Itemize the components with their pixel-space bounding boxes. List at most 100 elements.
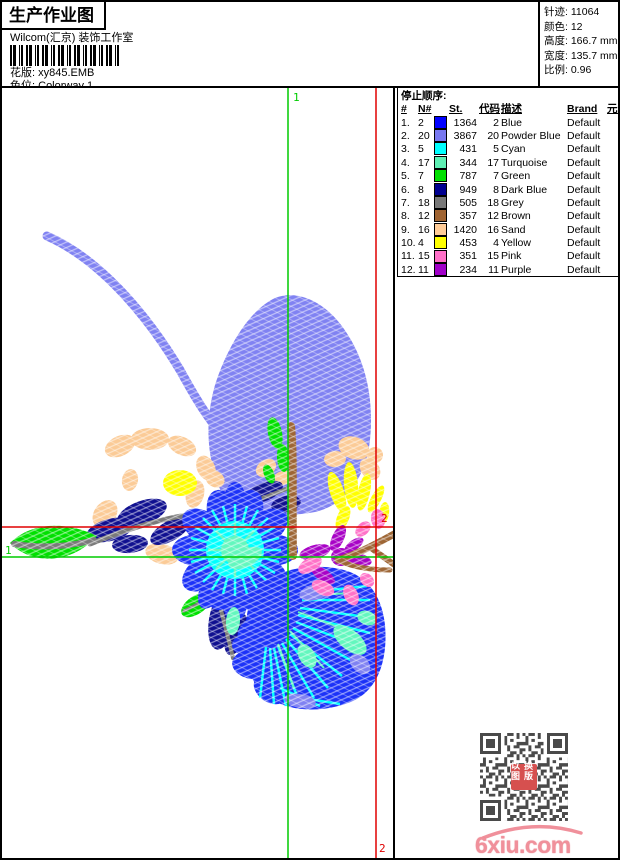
row-description: Dark Blue <box>501 183 548 196</box>
row-stitches: 787 <box>459 170 477 183</box>
row-index: 12. <box>401 263 416 276</box>
guide-label-green-left: 1 <box>5 544 12 557</box>
row-code: 18 <box>487 196 499 209</box>
red-stamp: 以图 换版 <box>511 760 537 790</box>
row-index: 5. <box>401 170 410 183</box>
row-description: Grey <box>501 196 524 209</box>
row-code: 5 <box>493 143 499 156</box>
row-swatch <box>434 182 449 198</box>
row-brand: Default <box>567 156 601 169</box>
guide-label-red-right: 2 <box>381 512 388 525</box>
row-index: 2. <box>401 129 410 142</box>
row-brand: Default <box>567 250 601 263</box>
table-caption: 停止顺序: <box>401 90 447 102</box>
row-code: 7 <box>493 170 499 183</box>
stats-box: 针迹: 11064 颜色: 12 高度: 166.7 mm 宽度: 135.7 … <box>538 2 618 86</box>
row-stitches: 431 <box>459 143 477 156</box>
row-swatch <box>434 169 449 184</box>
row-index: 8. <box>401 210 410 223</box>
row-description: Yellow <box>501 237 531 250</box>
color-swatch <box>434 182 447 196</box>
stamp-line-2: 换版 <box>524 760 534 781</box>
row-index: 11. <box>401 250 415 263</box>
row-needle: 16 <box>418 223 430 236</box>
design-area: 1 1 2 2 <box>2 88 395 858</box>
qr-code <box>480 733 568 821</box>
color-swatch <box>434 222 447 236</box>
row-code: 4 <box>493 237 499 250</box>
header: 生产作业图 Wilcom(汇京) 装饰工作室 花版: xy845.EMB 色位:… <box>2 2 618 92</box>
row-swatch <box>434 142 449 157</box>
row-index: 6. <box>401 183 410 196</box>
color-swatch <box>434 236 447 250</box>
header-left: 生产作业图 Wilcom(汇京) 装饰工作室 花版: xy845.EMB 色位:… <box>2 2 538 92</box>
row-code: 17 <box>487 156 499 169</box>
row-swatch <box>434 209 449 224</box>
row-index: 4. <box>401 156 410 169</box>
col-header-element: 元素 <box>607 103 618 116</box>
row-description: Pink <box>501 250 522 263</box>
row-needle: 4 <box>418 237 424 250</box>
page-title: 生产作业图 <box>2 2 106 30</box>
row-code: 16 <box>487 223 499 236</box>
guide-lines: 1 1 2 2 <box>2 88 393 858</box>
row-brand: Default <box>567 129 601 142</box>
row-stitches: 234 <box>459 263 477 276</box>
row-description: Purple <box>501 263 532 276</box>
row-needle: 17 <box>418 156 430 169</box>
color-swatch <box>434 169 447 183</box>
row-stitches: 949 <box>459 183 477 196</box>
row-index: 7. <box>401 196 410 209</box>
row-index: 1. <box>401 116 410 129</box>
row-brand: Default <box>567 143 601 156</box>
row-needle: 8 <box>418 183 424 196</box>
row-code: 12 <box>487 210 499 223</box>
color-swatch <box>434 262 447 276</box>
row-swatch <box>434 155 449 171</box>
row-swatch <box>434 249 449 265</box>
barcode-icon <box>10 45 120 66</box>
row-brand: Default <box>567 237 601 250</box>
color-swatch <box>434 128 447 142</box>
color-sequence-table: 停止顺序: # N# St. 代码 描述 Brand 元素 1. 2 1364 <box>397 88 618 277</box>
col-header-n: N# <box>418 103 432 116</box>
color-swatch <box>434 249 447 263</box>
row-brand: Default <box>567 263 601 276</box>
row-stitches: 1420 <box>453 223 477 236</box>
right-panel: 停止顺序: # N# St. 代码 描述 Brand 元素 1. 2 1364 <box>395 88 618 858</box>
row-needle: 7 <box>418 170 424 183</box>
col-header-brand: Brand <box>567 103 598 116</box>
row-stitches: 351 <box>459 250 477 263</box>
stat-stitches: 针迹: 11064 <box>544 6 600 18</box>
stat-scale: 比例: 0.96 <box>544 64 592 76</box>
row-swatch <box>434 236 449 251</box>
color-swatch <box>434 115 447 129</box>
row-needle: 12 <box>418 210 430 223</box>
row-index: 3. <box>401 143 410 156</box>
table-grid: # N# St. 代码 描述 Brand 元素 1. 2 1364 2 <box>401 103 618 277</box>
stitch-hatch-overlay-2 <box>2 88 393 858</box>
row-brand: Default <box>567 183 601 196</box>
color-swatch <box>434 195 447 209</box>
row-needle: 20 <box>418 129 430 142</box>
row-description: Blue <box>501 116 523 129</box>
row-description: Powder Blue <box>501 129 561 142</box>
row-code: 15 <box>487 250 499 263</box>
row-index: 9. <box>401 223 410 236</box>
row-stitches: 453 <box>459 237 477 250</box>
row-swatch <box>434 195 449 211</box>
row-swatch <box>434 128 449 144</box>
col-header-desc: 描述 <box>501 103 522 116</box>
col-header-code: 代码 <box>479 103 500 116</box>
pattern-line: 花版: xy845.EMB <box>10 67 538 80</box>
guide-label-red-bottom: 2 <box>379 842 386 855</box>
row-needle: 11 <box>418 263 429 276</box>
guide-label-green-top: 1 <box>293 91 300 104</box>
row-needle: 2 <box>418 116 424 129</box>
row-brand: Default <box>567 223 601 236</box>
color-swatch <box>434 142 447 156</box>
row-description: Cyan <box>501 143 526 156</box>
company-name: Wilcom(汇京) 装饰工作室 <box>10 32 134 44</box>
row-stitches: 1364 <box>453 116 477 129</box>
